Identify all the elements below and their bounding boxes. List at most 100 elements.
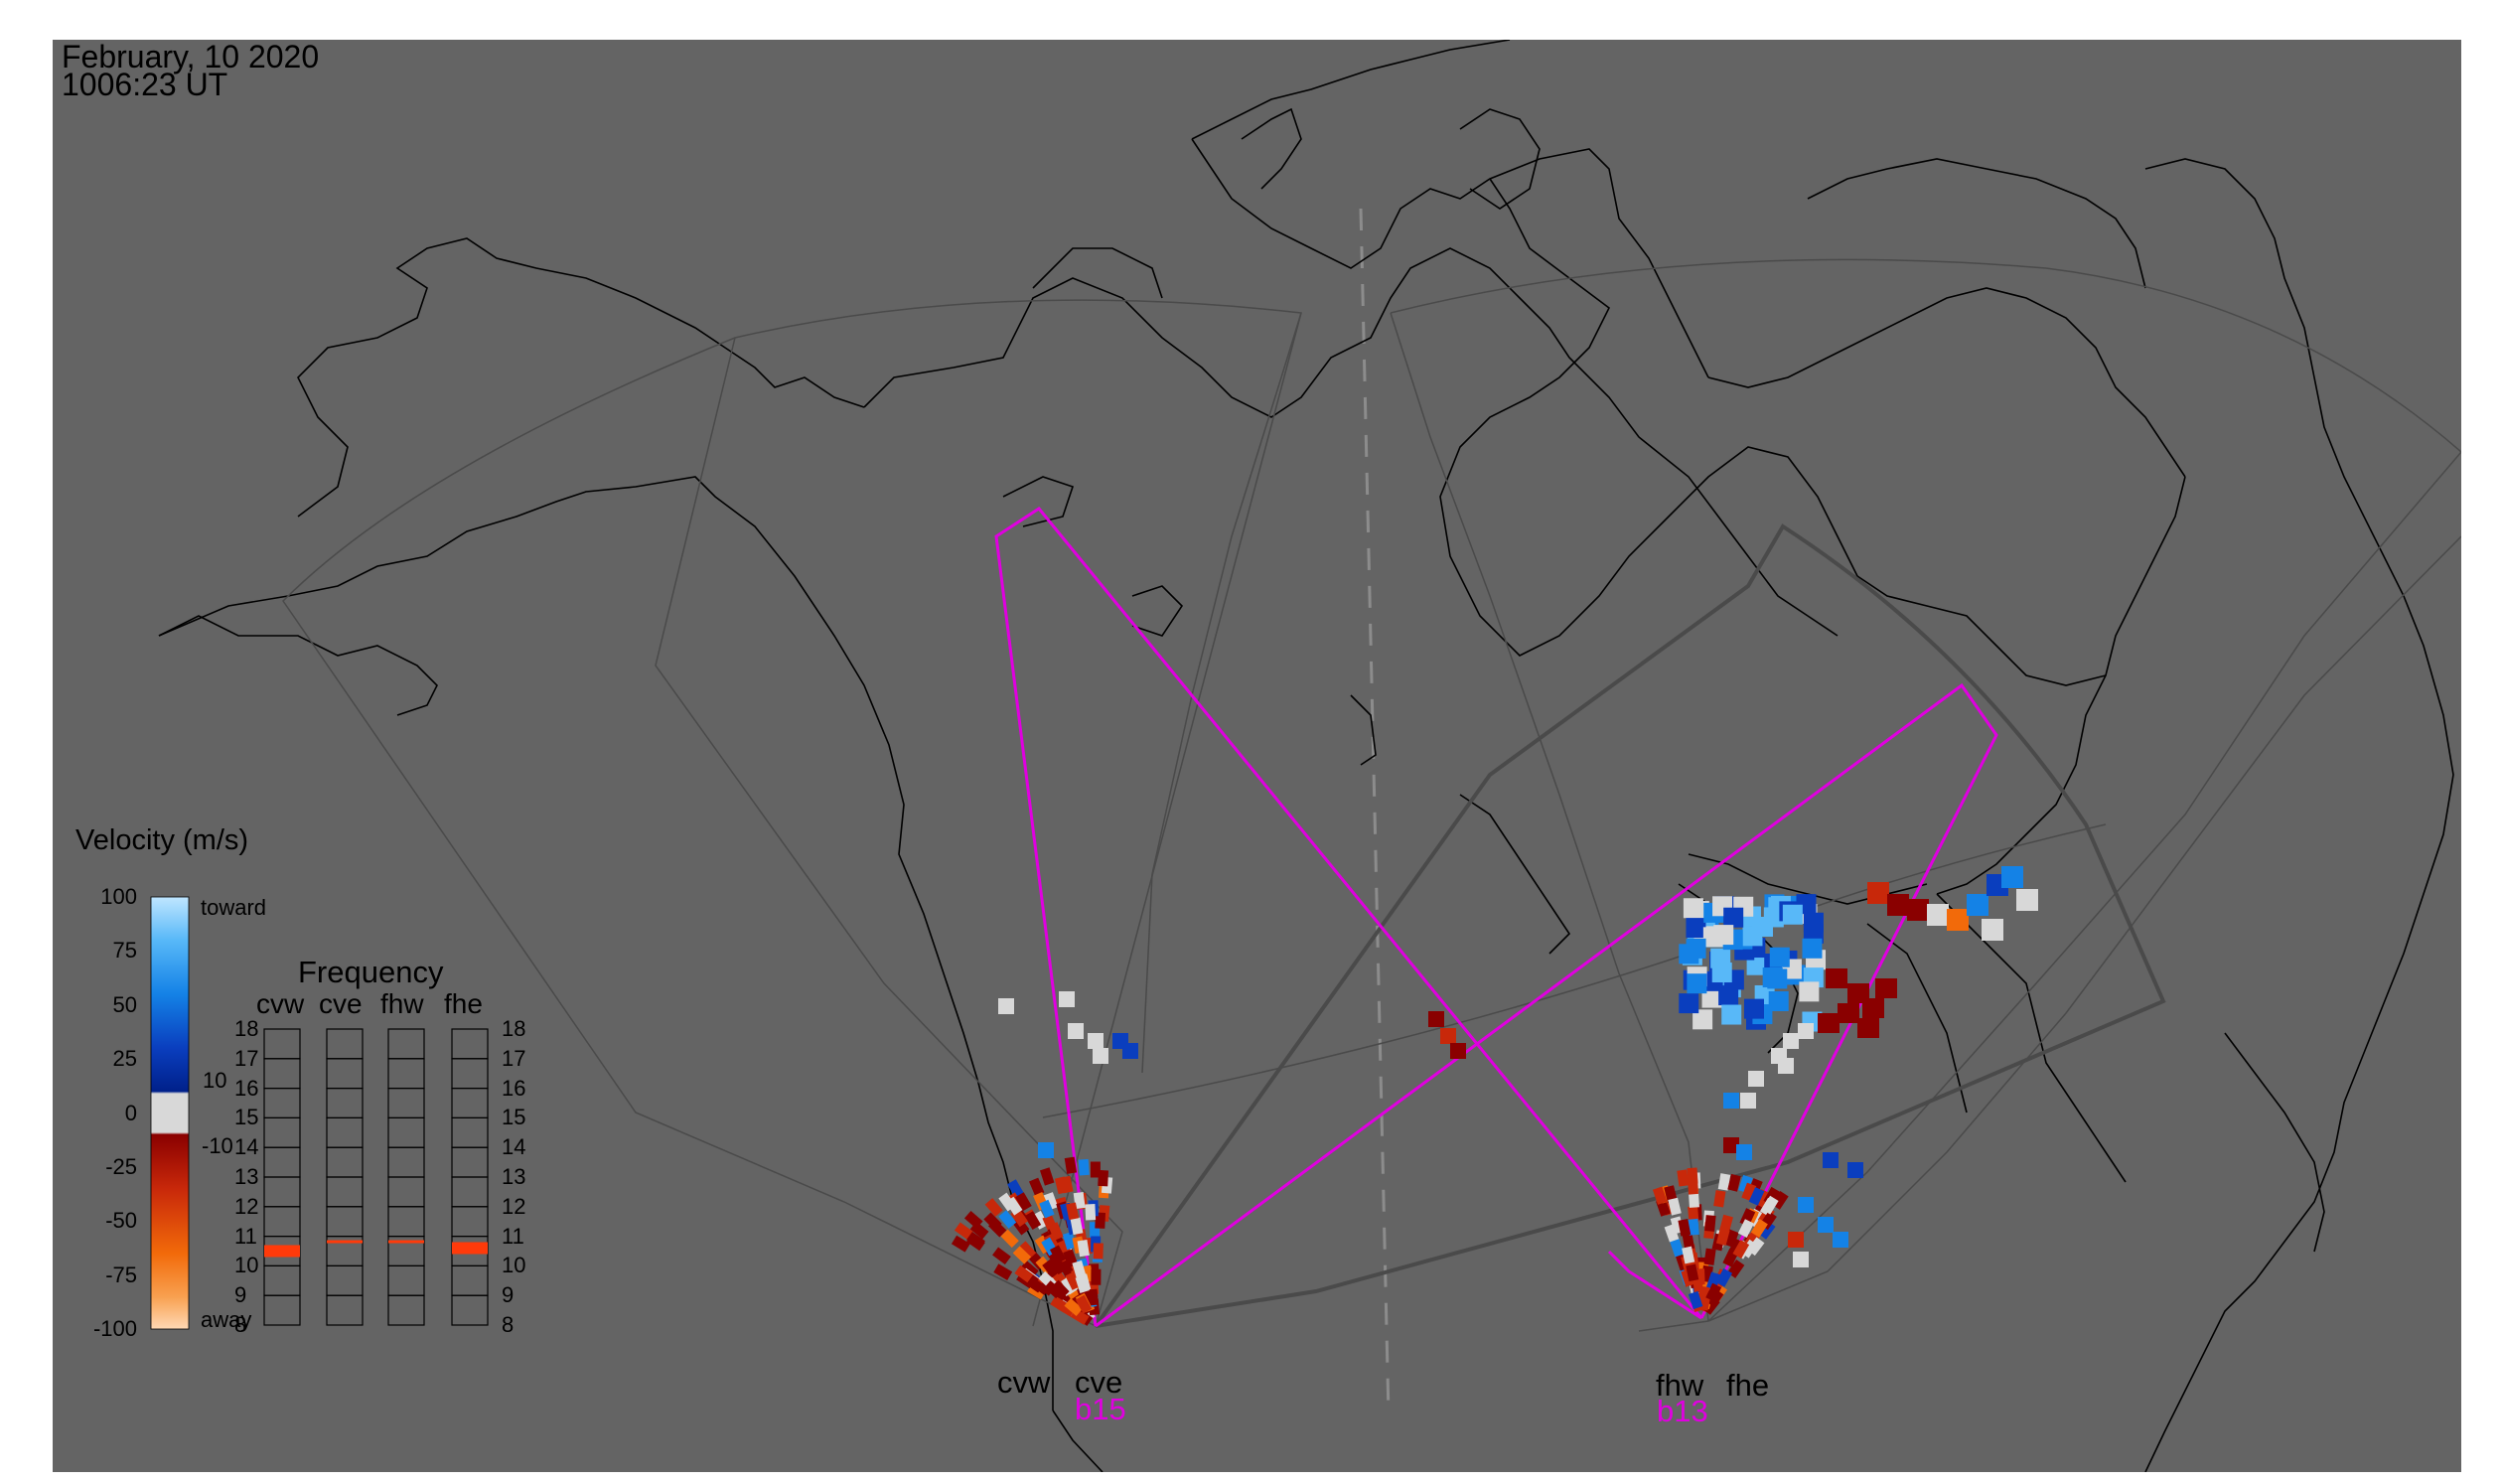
frequency-column-fhw: fhw xyxy=(380,988,424,1019)
date-label: February, 10 2020 xyxy=(62,39,320,74)
velocity-cell xyxy=(1713,925,1734,946)
velocity-cell xyxy=(1703,1248,1716,1265)
velocity-cell xyxy=(1723,907,1744,928)
velocity-cell xyxy=(1715,1227,1730,1247)
map-background xyxy=(53,40,2461,1472)
velocity-cell xyxy=(1686,918,1706,939)
velocity-cell xyxy=(1833,1232,1848,1248)
velocity-cell xyxy=(1428,1011,1444,1027)
velocity-cell xyxy=(1679,993,1699,1014)
velocity-cell xyxy=(1664,1224,1680,1243)
velocity-cell xyxy=(984,1198,1003,1217)
fov-cvw-cve xyxy=(282,299,1302,1327)
velocity-cell xyxy=(1742,926,1763,947)
velocity-cell xyxy=(1088,1033,1104,1049)
velocity-cell xyxy=(992,1247,1011,1265)
velocity-cell xyxy=(1711,963,1732,983)
velocity-cell xyxy=(1670,1239,1685,1258)
fov-fhw-fhe xyxy=(1042,258,2461,1332)
frequency-column-fhe: fhe xyxy=(444,988,483,1019)
velocity-cell xyxy=(1093,1048,1108,1064)
velocity-tick: -25 xyxy=(105,1153,137,1179)
frequency-row-label-right: 8 xyxy=(502,1312,515,1337)
radar-label-cvw: cvw xyxy=(997,1365,1051,1400)
velocity-tick: 100 xyxy=(100,884,137,909)
frequency-row-label-left: 15 xyxy=(234,1105,259,1130)
frequency-row-label-right: 12 xyxy=(502,1193,526,1219)
velocity-cells xyxy=(951,866,2038,1326)
frequency-row-label-right: 14 xyxy=(502,1134,526,1160)
frequency-row-label-right: 10 xyxy=(502,1253,526,1278)
velocity-tick: 0 xyxy=(124,1100,137,1125)
velocity-cell xyxy=(1758,1220,1776,1240)
velocity-tick: -50 xyxy=(105,1208,137,1234)
velocity-cell xyxy=(1982,919,2003,941)
velocity-cell xyxy=(1029,1177,1045,1197)
velocity-cell xyxy=(1967,894,1988,916)
velocity-cell xyxy=(1688,1191,1699,1208)
velocity-cell xyxy=(1818,1217,1834,1233)
velocity-cell xyxy=(1687,973,1707,994)
velocity-cell xyxy=(1723,1137,1739,1153)
frequency-marker-cvw xyxy=(264,1245,300,1258)
velocity-cell xyxy=(1826,968,1847,988)
velocity-cell xyxy=(987,1219,1007,1238)
frequency-row-label-left: 11 xyxy=(234,1223,257,1249)
velocity-cell xyxy=(1098,1169,1109,1187)
velocity-cell xyxy=(1075,1274,1090,1294)
velocity-cell xyxy=(1677,1169,1690,1187)
velocity-cell xyxy=(1705,1282,1722,1302)
frequency-cell xyxy=(451,1294,489,1326)
frequency-marker-fhe xyxy=(452,1242,488,1255)
frequency-cell xyxy=(387,1294,425,1326)
velocity-tick: 75 xyxy=(112,938,137,964)
velocity-cell xyxy=(1693,1009,1713,1030)
velocity-cell xyxy=(1767,968,1788,989)
frequency-title: Frequency xyxy=(298,955,444,989)
velocity-cell xyxy=(1014,1264,1034,1283)
velocity-cell xyxy=(1746,1237,1765,1257)
velocity-cell xyxy=(1075,1294,1093,1314)
inner-tick-10: 10 xyxy=(203,1068,227,1093)
frequency-panel xyxy=(263,1028,489,1326)
velocity-cell xyxy=(1688,1218,1699,1236)
velocity-cell xyxy=(1718,985,1739,1006)
velocity-cell xyxy=(1798,1023,1814,1039)
velocity-cell xyxy=(1887,894,1909,916)
velocity-tick: 50 xyxy=(112,991,137,1017)
velocity-legend-title: Velocity (m/s) xyxy=(75,824,249,856)
velocity-cell xyxy=(1066,1202,1080,1221)
velocity-tick: 25 xyxy=(112,1046,137,1072)
velocity-cell xyxy=(1054,1176,1069,1195)
velocity-cell xyxy=(998,998,1014,1014)
velocity-cell xyxy=(1049,1245,1067,1264)
frequency-row-label-left: 14 xyxy=(234,1134,259,1160)
velocity-cell xyxy=(1771,1048,1787,1064)
velocity-cell xyxy=(1799,981,1820,1002)
velocity-cell xyxy=(1783,1033,1799,1049)
frequency-row-label-left: 16 xyxy=(234,1075,259,1101)
velocity-cell xyxy=(1704,1215,1716,1232)
velocity-cell xyxy=(998,1210,1017,1229)
velocity-cell xyxy=(1059,991,1075,1007)
frequency-column-cve: cve xyxy=(319,988,363,1019)
toward-label: toward xyxy=(201,895,267,920)
velocity-cell xyxy=(1042,1259,1060,1278)
velocity-cell xyxy=(1056,1299,1076,1317)
velocity-cell xyxy=(1072,1260,1087,1279)
velocity-cell xyxy=(1736,1144,1752,1160)
velocity-cell xyxy=(1688,1177,1699,1195)
velocity-cell xyxy=(1723,1229,1739,1249)
velocity-cell xyxy=(1761,1195,1779,1215)
frequency-row-label-right: 9 xyxy=(502,1282,515,1308)
frequency-row-label-left: 10 xyxy=(234,1253,259,1278)
frequency-row-label-left: 8 xyxy=(234,1312,247,1337)
velocity-cell xyxy=(1682,1232,1695,1251)
velocity-cell xyxy=(966,1231,985,1250)
velocity-cell xyxy=(1050,1256,1068,1275)
velocity-cell xyxy=(1039,1167,1055,1186)
velocity-cell xyxy=(1741,1182,1757,1202)
velocity-cell xyxy=(1727,1173,1741,1192)
velocity-cell xyxy=(1012,1246,1032,1264)
